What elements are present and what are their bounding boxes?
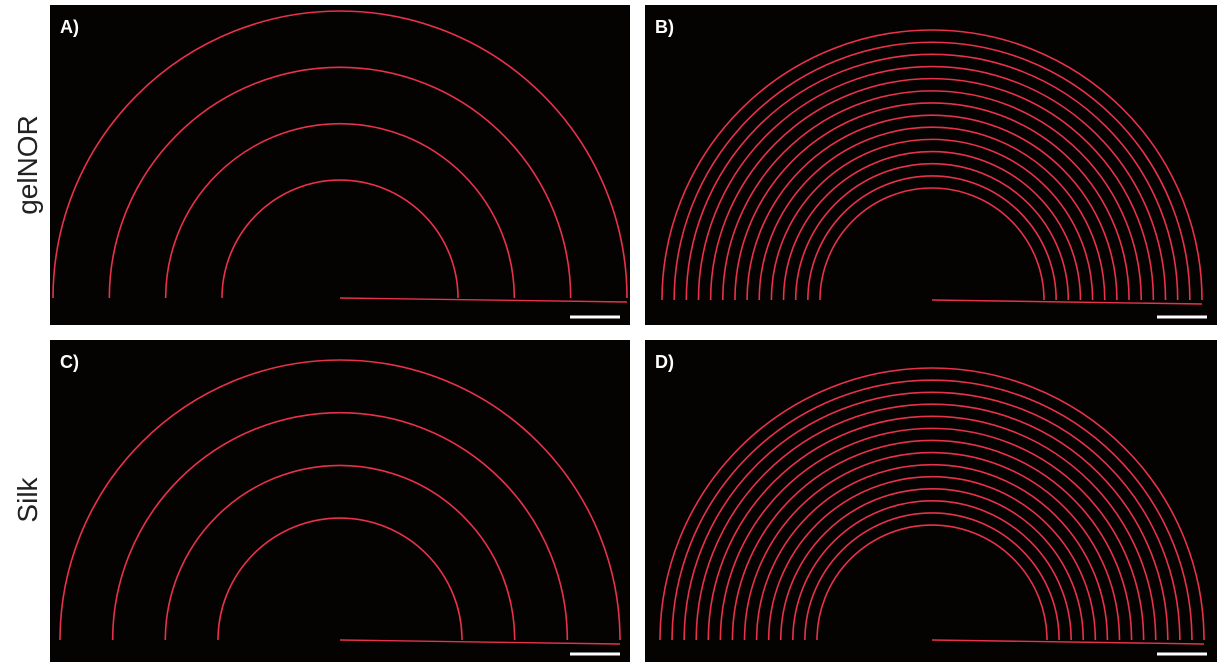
fiber-arc — [793, 501, 1071, 640]
fiber-arc — [735, 103, 1129, 300]
fiber-arc — [684, 392, 1180, 640]
fiber-arc — [109, 67, 570, 298]
fiber-arc — [723, 91, 1141, 300]
image-panel: B) — [645, 5, 1217, 325]
fiber-tail — [932, 640, 1204, 644]
fiber-arc — [784, 152, 1081, 300]
figure: gelNOR Silk A) B) C) D) (() => { const d… — [0, 0, 1217, 662]
fiber-arc — [747, 115, 1117, 300]
fiber-arc — [662, 30, 1202, 300]
fiber-arc — [781, 489, 1083, 640]
panel-label: D) — [655, 352, 674, 373]
fiber-arc — [660, 368, 1204, 640]
image-panel: A) — [50, 5, 630, 325]
fiber-arc — [60, 360, 620, 640]
panel-label: A) — [60, 17, 79, 38]
panel-label: B) — [655, 17, 674, 38]
fiber-arc — [732, 440, 1131, 640]
row-label: gelNOR — [12, 115, 44, 215]
fiber-tail — [340, 298, 627, 302]
fiber-arc — [711, 79, 1154, 300]
panel-label: C) — [60, 352, 79, 373]
image-panel: D) — [645, 340, 1217, 662]
fiber-arc — [708, 416, 1155, 640]
fiber-arc — [218, 518, 462, 640]
fiber-arc — [222, 180, 458, 298]
fiber-arc — [165, 465, 514, 640]
arcs — [645, 340, 1217, 662]
row-label: Silk — [12, 477, 44, 522]
fiber-tail — [340, 640, 620, 644]
fiber-arc — [745, 453, 1120, 640]
fiber-arc — [53, 11, 627, 298]
arcs — [50, 340, 630, 662]
arcs — [645, 5, 1217, 325]
arcs — [50, 5, 630, 325]
fiber-arc — [113, 413, 568, 640]
fiber-arc — [796, 164, 1069, 300]
image-panel: C) — [50, 340, 630, 662]
fiber-arc — [166, 124, 515, 298]
fiber-tail — [932, 300, 1202, 304]
